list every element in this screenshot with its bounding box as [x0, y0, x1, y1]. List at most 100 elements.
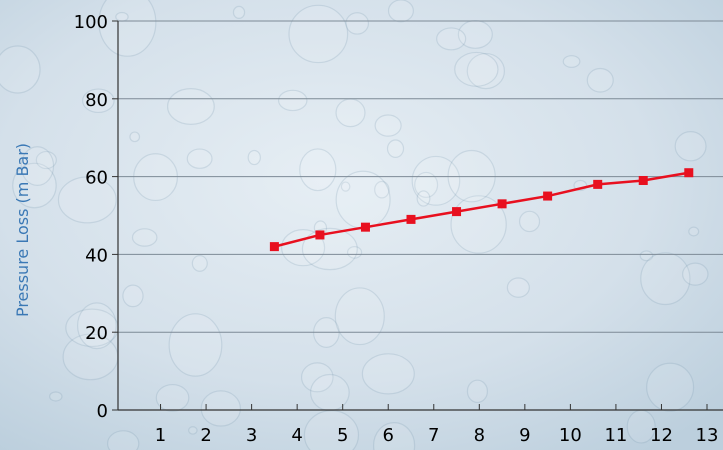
bubble — [335, 98, 366, 128]
bubble — [82, 88, 115, 114]
y-tick-label: 0 — [97, 401, 108, 422]
bubble — [340, 181, 351, 192]
y-tick-label: 20 — [85, 323, 108, 344]
bubble — [98, 0, 157, 57]
bubble — [0, 45, 41, 94]
bubble — [586, 67, 614, 93]
bubble — [386, 139, 405, 158]
x-tick-label: 11 — [604, 425, 627, 446]
bubble — [414, 171, 439, 198]
series-line — [274, 171, 689, 248]
data-point — [497, 199, 507, 209]
bubble — [346, 245, 363, 259]
data-point — [593, 179, 603, 189]
data-point — [360, 222, 370, 232]
gridlines — [112, 20, 723, 411]
y-tick-label: 60 — [85, 168, 108, 189]
data-point — [684, 168, 694, 178]
bubble — [57, 176, 117, 224]
bubble — [361, 353, 415, 395]
bubble — [166, 88, 215, 125]
y-tick-label: 100 — [74, 12, 108, 33]
bubble — [436, 27, 467, 51]
x-tick-label: 8 — [474, 425, 485, 446]
bubble — [115, 11, 129, 22]
bubble — [49, 391, 63, 402]
x-tick-label: 3 — [246, 425, 257, 446]
bubble — [35, 150, 57, 170]
x-tick-label: 7 — [428, 425, 439, 446]
x-tick-label: 13 — [696, 425, 719, 446]
bubble — [640, 252, 691, 306]
bubble — [639, 250, 654, 262]
x-tick-label: 4 — [291, 425, 302, 446]
data-point — [452, 207, 462, 217]
bubble — [646, 362, 695, 412]
bubble — [518, 210, 541, 233]
x-tick-label: 1 — [155, 425, 166, 446]
bubble — [129, 131, 141, 143]
bubble — [506, 277, 530, 298]
data-point — [543, 191, 553, 201]
y-tick-label: 40 — [85, 245, 108, 266]
bubble — [122, 284, 144, 308]
bubble — [335, 170, 391, 229]
bubble — [411, 155, 461, 206]
x-tick-labels: 1 2 3 4 5 6 7 8 9 10 11 12 13 — [155, 425, 719, 446]
series-layer — [269, 168, 694, 252]
bubble — [372, 422, 416, 450]
bubble — [374, 114, 402, 137]
bubble — [77, 302, 117, 350]
bubble — [387, 0, 414, 23]
x-tick-label: 10 — [559, 425, 582, 446]
bubble — [12, 162, 57, 209]
bubble — [155, 383, 190, 412]
y-tick-labels: 0 20 40 60 80 100 — [74, 12, 108, 422]
bubble — [288, 4, 349, 64]
bubble — [191, 255, 208, 272]
bubble — [133, 153, 178, 202]
bubble — [454, 51, 499, 87]
x-tick-label: 2 — [200, 425, 211, 446]
bubble — [674, 131, 707, 162]
x-tick-label: 5 — [337, 425, 348, 446]
bubble — [107, 430, 140, 450]
y-tick-label: 80 — [85, 90, 108, 111]
bubble — [186, 148, 213, 169]
bubble — [20, 146, 55, 186]
bubble — [374, 180, 390, 199]
data-point — [315, 230, 325, 240]
bubble — [247, 149, 261, 166]
bubble — [188, 426, 198, 435]
bubble — [278, 89, 308, 112]
bubble — [168, 313, 223, 377]
bubble — [281, 228, 326, 267]
bubble — [466, 52, 506, 90]
bubble — [682, 262, 709, 286]
bubble — [310, 373, 350, 412]
bubble — [299, 148, 337, 192]
bubble — [303, 410, 360, 450]
bubble — [345, 12, 370, 35]
axes — [117, 21, 723, 411]
bubble — [200, 390, 241, 427]
x-tick-label: 6 — [383, 425, 394, 446]
y-axis-label: Pressure Loss (m Bar) — [13, 143, 32, 317]
bubble — [301, 227, 358, 271]
bubble — [334, 287, 385, 346]
bubble — [131, 228, 158, 247]
bubble — [688, 226, 700, 237]
x-tick-label: 9 — [519, 425, 530, 446]
data-point — [269, 242, 279, 252]
data-point — [406, 214, 416, 224]
bubble — [232, 5, 246, 19]
bubble — [416, 190, 431, 207]
bubble — [300, 362, 334, 393]
data-point — [638, 175, 648, 185]
bubble — [562, 55, 581, 68]
x-tick-label: 12 — [650, 425, 673, 446]
bubble — [466, 379, 488, 404]
